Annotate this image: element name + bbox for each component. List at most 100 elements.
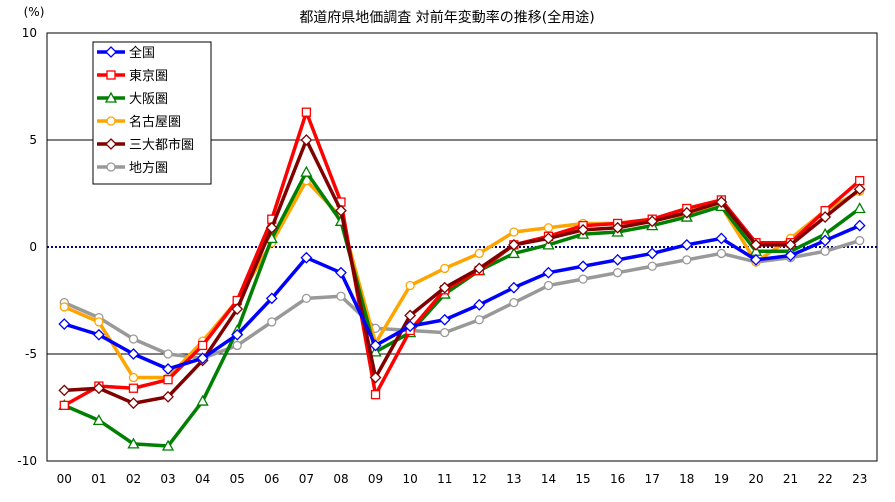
data-point bbox=[473, 262, 486, 275]
legend-swatch-marker bbox=[105, 46, 117, 58]
data-point bbox=[611, 253, 624, 266]
data-point bbox=[819, 211, 832, 223]
data-point bbox=[369, 345, 382, 357]
data-point bbox=[267, 317, 277, 327]
data-point bbox=[680, 206, 693, 219]
data-point bbox=[300, 251, 313, 264]
y-tick-label: 0 bbox=[29, 240, 37, 254]
data-point bbox=[474, 248, 484, 259]
data-point bbox=[853, 202, 866, 214]
data-point bbox=[853, 183, 866, 196]
data-point bbox=[58, 318, 71, 330]
data-point bbox=[543, 280, 554, 291]
data-point bbox=[509, 227, 519, 237]
data-point bbox=[716, 248, 727, 259]
data-point bbox=[507, 281, 520, 294]
data-point bbox=[161, 439, 175, 451]
data-point bbox=[231, 303, 244, 315]
data-point bbox=[336, 291, 346, 301]
x-tick-label: 09 bbox=[368, 472, 383, 486]
series-lines bbox=[58, 107, 866, 451]
data-point bbox=[300, 134, 313, 146]
data-point bbox=[438, 281, 451, 294]
data-point bbox=[820, 246, 830, 256]
x-axis-ticks: 00 01 02 03 04 05 06 07 08 09 10 11 12 13 14 15 16 17 18 19… bbox=[57, 472, 868, 486]
data-point bbox=[680, 238, 693, 251]
x-tick-label: 04 bbox=[195, 472, 210, 486]
x-tick-label: 02 bbox=[126, 472, 141, 486]
x-tick-label: 01 bbox=[91, 472, 106, 486]
legend-label: 地方圏 bbox=[129, 160, 168, 176]
data-point bbox=[92, 328, 105, 341]
x-tick-label: 05 bbox=[230, 472, 245, 486]
x-tick-label: 07 bbox=[299, 472, 314, 486]
data-point bbox=[542, 266, 555, 279]
x-tick-label: 03 bbox=[160, 472, 175, 486]
data-point bbox=[507, 247, 520, 259]
data-point bbox=[127, 437, 140, 449]
data-point bbox=[750, 253, 762, 266]
x-tick-label: 06 bbox=[264, 472, 279, 486]
data-point bbox=[750, 238, 762, 251]
data-point bbox=[127, 348, 140, 360]
legend-swatch-marker bbox=[104, 91, 118, 103]
x-tick-label: 23 bbox=[852, 472, 867, 486]
x-tick-label: 19 bbox=[714, 472, 729, 486]
data-point bbox=[507, 238, 520, 251]
legend-item: 地方圏 bbox=[97, 160, 168, 176]
data-point bbox=[92, 414, 105, 425]
data-point bbox=[784, 249, 797, 262]
data-point bbox=[162, 363, 174, 375]
y-tick-label: -10 bbox=[17, 454, 37, 468]
x-tick-label: 20 bbox=[748, 472, 763, 486]
data-point bbox=[853, 219, 866, 232]
data-point bbox=[370, 390, 381, 400]
x-tick-label: 00 bbox=[57, 472, 72, 486]
legend-item: 東京圏 bbox=[97, 68, 168, 84]
data-point bbox=[855, 235, 865, 246]
data-point bbox=[265, 292, 278, 305]
data-point bbox=[196, 352, 209, 365]
legend-label: 三大都市圏 bbox=[129, 137, 194, 153]
y-tick-label: -5 bbox=[25, 347, 37, 361]
data-point bbox=[438, 313, 451, 326]
data-point bbox=[474, 315, 484, 325]
x-tick-label: 15 bbox=[575, 472, 590, 486]
series-4 bbox=[58, 134, 866, 410]
data-point bbox=[577, 223, 589, 236]
x-tick-label: 22 bbox=[817, 472, 832, 486]
legend-item: 名古屋圏 bbox=[97, 114, 181, 130]
data-point bbox=[163, 375, 173, 385]
data-point bbox=[59, 302, 69, 312]
data-point bbox=[162, 390, 174, 403]
data-point bbox=[301, 293, 312, 304]
data-point bbox=[543, 223, 554, 233]
data-point bbox=[94, 317, 104, 327]
x-tick-label: 13 bbox=[506, 472, 521, 486]
y-axis-ticks: 10 5 0 -5 -10 bbox=[17, 26, 37, 468]
data-point bbox=[542, 238, 555, 250]
data-point bbox=[577, 260, 589, 273]
x-tick-label: 16 bbox=[610, 472, 625, 486]
data-point bbox=[440, 263, 450, 274]
legend-label: 東京圏 bbox=[129, 68, 168, 84]
legend-swatch-marker bbox=[105, 138, 117, 150]
series-line bbox=[63, 170, 861, 448]
legend-swatch-marker bbox=[106, 70, 116, 80]
data-point bbox=[404, 320, 417, 333]
data-point bbox=[646, 247, 659, 260]
y-tick-label: 10 bbox=[22, 26, 37, 40]
series-line bbox=[64, 138, 861, 405]
chart-title: 都道府県地価調査 対前年変動率の推移(全用途) bbox=[299, 9, 594, 26]
data-point bbox=[611, 221, 624, 234]
data-point bbox=[128, 334, 139, 344]
data-point bbox=[300, 165, 313, 177]
data-point bbox=[715, 232, 728, 245]
data-point bbox=[473, 298, 486, 311]
data-point bbox=[819, 234, 832, 247]
data-point bbox=[196, 394, 209, 406]
legend-item: 全国 bbox=[97, 45, 155, 61]
data-point bbox=[128, 372, 139, 383]
data-point bbox=[127, 397, 140, 410]
